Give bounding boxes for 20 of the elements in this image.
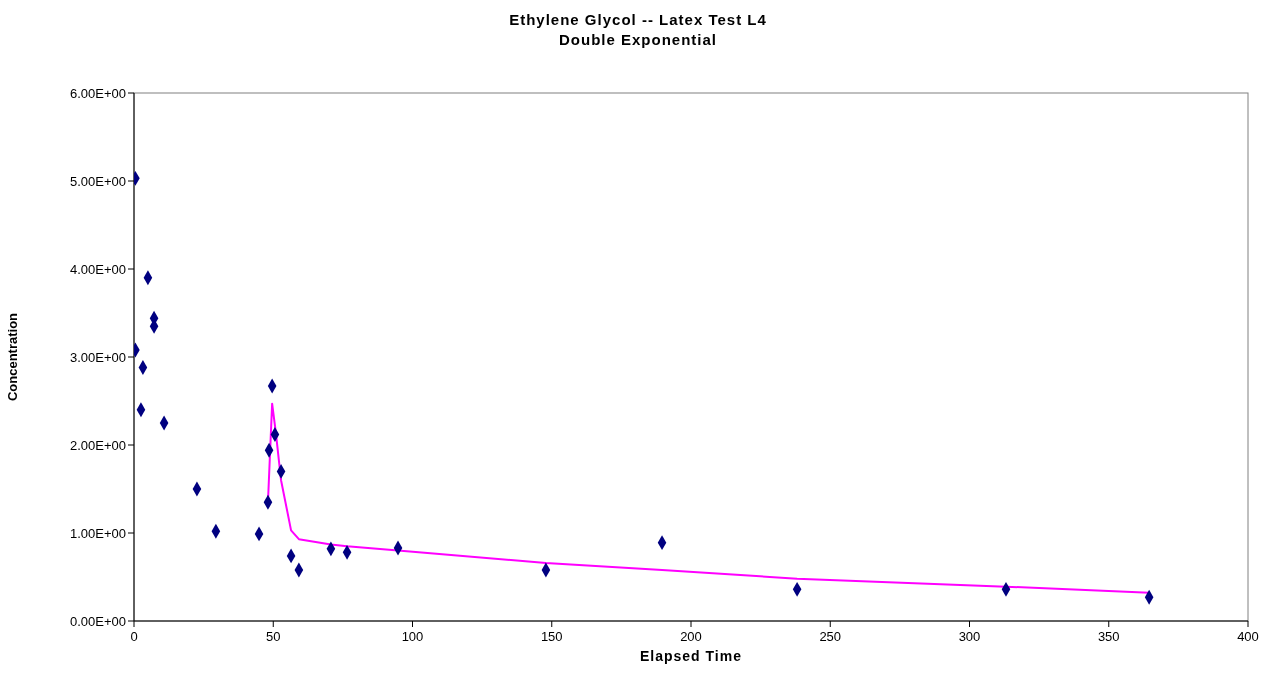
y-tick-label: 3.00E+00 — [69, 349, 126, 365]
x-tick-label: 250 — [819, 629, 842, 644]
y-tick-label: 1.00E+00 — [69, 525, 126, 541]
x-tick-label: 300 — [958, 629, 981, 644]
x-tick-label: 400 — [1237, 629, 1259, 644]
chart-subtitle: Double Exponential — [558, 30, 718, 50]
x-tick-label: 200 — [680, 629, 702, 644]
x-tick-label: 350 — [1097, 629, 1120, 644]
x-tick-label: 150 — [540, 629, 563, 644]
x-axis-title: Elapsed Time — [639, 648, 743, 664]
y-tick-label: 6.00E+00 — [69, 85, 126, 101]
y-tick-label: 5.00E+00 — [69, 173, 126, 189]
y-axis-title: Concentration — [4, 312, 20, 402]
chart-title: Ethylene Glycol -- Latex Test L4 — [508, 10, 768, 30]
y-tick-label: 4.00E+00 — [69, 261, 126, 277]
y-tick-label: 2.00E+00 — [69, 437, 126, 453]
x-tick-label: 100 — [401, 629, 424, 644]
x-tick-label: 50 — [266, 629, 281, 644]
y-tick-label: 0.00E+00 — [69, 613, 126, 629]
x-tick-label: 0 — [130, 629, 138, 644]
